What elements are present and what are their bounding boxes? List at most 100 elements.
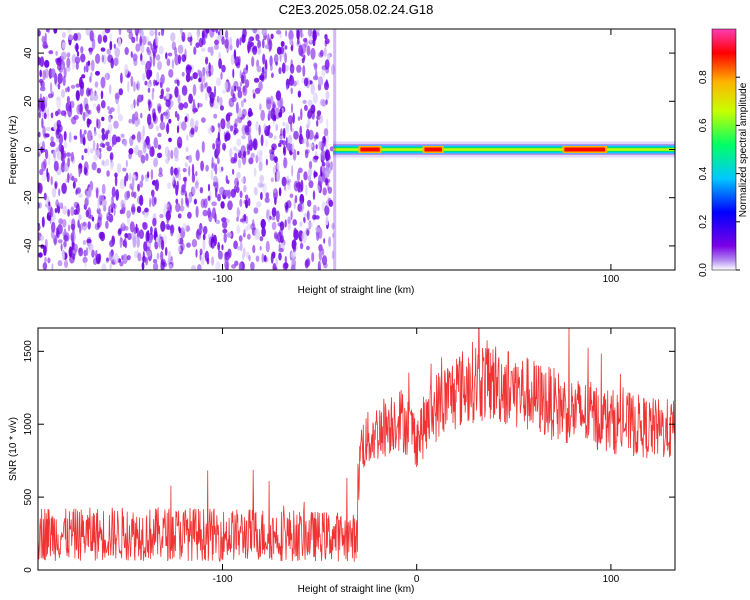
noise-speckle — [187, 31, 192, 38]
noise-speckle — [118, 88, 124, 96]
noise-speckle — [80, 81, 85, 90]
noise-speckle — [256, 65, 262, 73]
noise-speckle — [168, 263, 173, 270]
noise-speckle — [315, 226, 321, 233]
noise-speckle — [328, 236, 332, 247]
noise-speckle — [144, 80, 148, 86]
noise-speckle — [164, 246, 168, 256]
noise-speckle — [275, 61, 278, 66]
noise-speckle — [284, 45, 288, 50]
noise-speckle — [61, 41, 66, 50]
noise-speckle — [145, 60, 152, 71]
noise-speckle — [159, 121, 166, 131]
noise-speckle — [210, 125, 215, 133]
noise-speckle — [248, 157, 254, 165]
noise-speckle — [255, 34, 260, 42]
noise-speckle — [300, 29, 303, 39]
noise-speckle — [170, 166, 174, 176]
noise-speckle — [101, 183, 106, 195]
noise-speckle — [177, 54, 182, 65]
noise-speckle — [67, 86, 70, 93]
noise-speckle — [326, 134, 329, 144]
noise-speckle — [258, 149, 263, 157]
noise-speckle — [192, 186, 196, 196]
noise-speckle — [62, 75, 66, 87]
noise-speckle — [262, 53, 266, 65]
noise-speckle — [310, 47, 316, 60]
noise-speckle — [106, 48, 111, 55]
noise-speckle — [146, 142, 151, 150]
noise-speckle — [152, 55, 156, 67]
noise-speckle — [315, 144, 318, 150]
noise-speckle — [141, 94, 144, 101]
noise-speckle — [154, 240, 159, 250]
noise-speckle — [123, 139, 128, 147]
noise-speckle — [128, 172, 132, 181]
noise-speckle — [236, 186, 240, 194]
noise-speckle — [254, 228, 260, 240]
noise-speckle — [270, 64, 273, 72]
noise-speckle — [85, 29, 91, 36]
noise-speckle — [98, 194, 105, 201]
noise-speckle — [81, 133, 86, 145]
noise-speckle — [221, 142, 227, 151]
noise-speckle — [311, 252, 315, 263]
noise-speckle — [320, 171, 323, 177]
noise-speckle — [104, 29, 111, 34]
noise-speckle — [278, 67, 282, 75]
noise-speckle — [133, 227, 137, 235]
spectrogram-y-label: Frequency (Hz) — [8, 116, 19, 185]
noise-speckle — [73, 33, 78, 41]
noise-speckle — [226, 232, 232, 238]
noise-speckle — [143, 241, 148, 252]
noise-speckle — [177, 213, 182, 219]
noise-speckle — [325, 99, 328, 105]
noise-speckle — [233, 123, 237, 130]
noise-speckle — [185, 73, 191, 83]
noise-speckle — [205, 56, 209, 65]
noise-speckle — [247, 197, 251, 207]
noise-speckle — [202, 209, 208, 217]
noise-speckle — [142, 73, 146, 81]
noise-speckle — [146, 49, 151, 56]
noise-speckle — [132, 236, 137, 248]
noise-speckle — [71, 234, 75, 241]
noise-speckle — [295, 79, 300, 86]
noise-speckle — [238, 235, 243, 242]
noise-speckle — [78, 168, 81, 178]
noise-speckle — [166, 225, 172, 230]
noise-speckle — [270, 253, 274, 264]
noise-speckle — [181, 85, 188, 96]
noise-speckle — [239, 218, 244, 223]
noise-speckle — [215, 29, 219, 34]
noise-speckle — [306, 45, 311, 56]
noise-speckle — [303, 77, 309, 87]
noise-speckle — [125, 159, 128, 168]
noise-speckle — [233, 158, 237, 164]
noise-speckle — [122, 167, 127, 172]
noise-speckle — [109, 132, 112, 144]
noise-speckle — [95, 53, 101, 64]
noise-speckle — [66, 96, 70, 104]
noise-speckle — [114, 47, 120, 58]
noise-speckle — [252, 245, 256, 254]
noise-speckle — [141, 134, 145, 145]
noise-speckle — [207, 127, 211, 134]
noise-speckle — [190, 264, 197, 270]
noise-speckle — [222, 228, 228, 234]
noise-speckle — [188, 165, 191, 177]
noise-speckle — [39, 69, 42, 78]
noise-speckle — [75, 203, 80, 215]
noise-speckle — [260, 109, 266, 121]
noise-speckle — [320, 150, 327, 161]
noise-speckle — [62, 205, 68, 215]
noise-speckle — [157, 60, 162, 71]
noise-speckle — [141, 261, 145, 270]
noise-speckle — [176, 184, 179, 192]
noise-speckle — [269, 151, 275, 161]
noise-speckle — [174, 79, 179, 84]
noise-speckle — [259, 246, 262, 251]
noise-speckle — [155, 34, 159, 47]
noise-speckle — [282, 262, 288, 270]
noise-speckle — [155, 125, 159, 132]
